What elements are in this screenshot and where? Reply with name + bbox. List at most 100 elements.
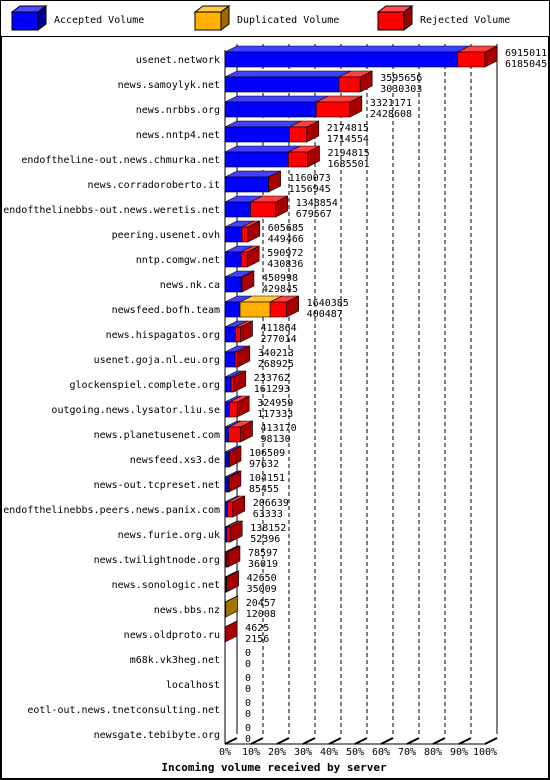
bar [269,301,287,318]
bar [224,201,251,218]
bar-side [228,445,242,468]
bar [224,176,269,193]
accepted-label: 1714554 [327,134,369,145]
legend-label: Duplicated Volume [237,15,339,26]
bar-top [224,45,470,53]
tick-mark [250,737,264,745]
accepted-label: 430836 [267,259,303,270]
accepted-label: 679567 [296,209,332,220]
bar-side [236,395,250,418]
legend-swatch [377,11,405,31]
bar [241,226,249,243]
bar [224,326,236,343]
total-label: 206639 [253,498,289,509]
bar-side [307,145,320,168]
bar-side [229,520,243,543]
y-tick-label: outgoing.news.lysator.liu.se [51,405,220,416]
y-tick-label: eotl-out.news.tnetconsulting.net [27,705,220,716]
total-label: 411864 [260,323,296,334]
bar-side [225,595,239,618]
accepted-label: 161293 [254,384,290,395]
accepted-label: 36019 [248,559,278,570]
accepted-label: 97632 [249,459,279,470]
total-label: 324959 [257,398,293,409]
x-tick-label: 20% [268,747,286,758]
bar [234,351,239,368]
bar [316,101,351,118]
bar [224,251,242,268]
total-label: 0 [245,673,251,684]
legend-swatch [11,11,39,31]
bar [224,501,228,518]
y-tick-label: newsgate.tebibyte.org [94,730,220,741]
bar [250,201,277,218]
accepted-label: 0 [245,734,251,745]
accepted-label: 429845 [262,284,298,295]
x-tick-label: 50% [346,747,364,758]
bar-side [246,245,260,268]
y-tick-label: news.nntp4.net [136,130,220,141]
tick-mark [380,737,394,745]
total-label: 138152 [250,523,286,534]
x-tick-label: 100% [473,747,497,758]
y-tick-label: news.samoylyk.net [118,80,220,91]
total-label: 42650 [247,573,277,584]
y-tick-label: localhost [166,680,220,691]
x-tick-label: 0% [219,747,231,758]
bar [224,301,241,318]
bar [224,276,242,293]
bar [228,426,241,443]
y-tick-label: news.corradoroberto.it [88,180,220,191]
bar [224,476,229,493]
bar [226,526,231,543]
bar-side [224,620,238,643]
tick-mark [276,737,290,745]
legend-label: Rejected Volume [420,15,510,26]
total-label: 413170 [261,423,297,434]
x-tick-label: 30% [294,747,312,758]
total-label: 590972 [267,248,303,259]
bar-side [240,320,253,343]
total-label: 1640385 [307,298,349,309]
total-label: 78597 [248,548,278,559]
total-label: 1160073 [289,173,331,184]
accepted-label: 2428608 [370,109,412,120]
bar [338,76,361,93]
bar-side [233,370,247,393]
bar [224,51,458,68]
bar-top [224,120,302,128]
accepted-label: 63333 [253,509,283,520]
x-tick-label: 90% [450,747,468,758]
accepted-label: 98130 [261,434,291,445]
bar [224,76,340,93]
total-label: 104151 [249,473,285,484]
bar [224,351,236,368]
total-label: 0 [245,723,251,734]
y-tick-label: news.bbs.nz [154,605,220,616]
legend-label: Accepted Volume [54,15,144,26]
total-label: 0 [245,698,251,709]
accepted-label: 52396 [250,534,280,545]
y-tick-label: news-out.tcpreset.net [94,480,220,491]
y-tick-label: endoftheline-out.news.chmurka.net [21,155,220,166]
bar-side [306,120,320,143]
bar-side [228,470,242,493]
tick-mark [458,737,472,745]
bar [224,376,232,393]
y-tick-label: m68k.vk3heg.net [130,655,220,666]
bar-side [241,270,255,293]
bar-side [237,345,251,368]
total-label: 233762 [254,373,290,384]
y-tick-label: newsfeed.bofh.team [112,305,220,316]
total-label: 340213 [258,348,294,359]
tick-mark [406,737,420,745]
tick-mark [354,737,368,745]
total-label: 605685 [268,223,304,234]
accepted-label: 117333 [257,409,293,420]
total-label: 450998 [262,273,298,284]
accepted-label: 2156 [245,634,269,645]
total-label: 20457 [246,598,276,609]
bar [240,251,248,268]
